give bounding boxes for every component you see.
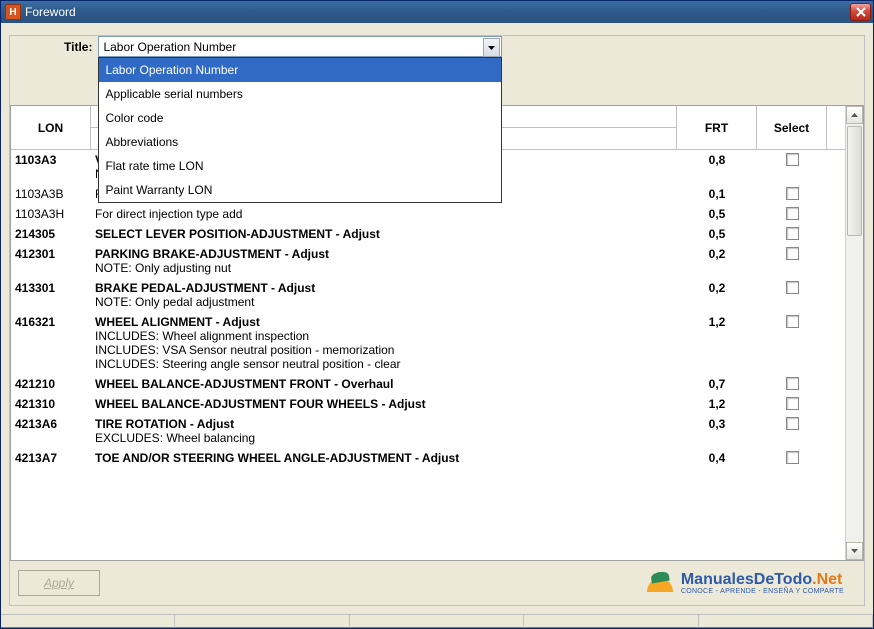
- cell-description: TOE AND/OR STEERING WHEEL ANGLE-ADJUSTME…: [91, 450, 677, 466]
- table-row: 421310WHEEL BALANCE-ADJUSTMENT FOUR WHEE…: [11, 394, 845, 414]
- select-checkbox[interactable]: [786, 247, 799, 260]
- cell-description: For direct injection type add: [91, 206, 677, 222]
- app-icon: H: [5, 4, 21, 20]
- cell-lon: 1103A3: [11, 152, 91, 182]
- combobox-option[interactable]: Labor Operation Number: [99, 58, 501, 82]
- cell-description: SELECT LEVER POSITION-ADJUSTMENT - Adjus…: [91, 226, 677, 242]
- titlebar[interactable]: H Foreword: [1, 1, 873, 23]
- column-frt[interactable]: FRT: [677, 106, 757, 149]
- combobox-option[interactable]: Paint Warranty LON: [99, 178, 501, 202]
- title-row: Title: Labor Operation Number Labor Oper…: [10, 36, 864, 57]
- cell-description: TIRE ROTATION - AdjustEXCLUDES: Wheel ba…: [91, 416, 677, 446]
- cell-lon: 4213A6: [11, 416, 91, 446]
- cell-lon: 416321: [11, 314, 91, 372]
- cell-description: WHEEL BALANCE-ADJUSTMENT FOUR WHEELS - A…: [91, 396, 677, 412]
- table-row: 416321WHEEL ALIGNMENT - AdjustINCLUDES: …: [11, 312, 845, 374]
- scroll-thumb[interactable]: [847, 126, 862, 236]
- vertical-scrollbar[interactable]: [845, 106, 863, 560]
- cell-select: [757, 314, 827, 372]
- table-row: 413301BRAKE PEDAL-ADJUSTMENT - AdjustNOT…: [11, 278, 845, 312]
- scroll-up-button[interactable]: [846, 106, 863, 124]
- cell-frt: 0,3: [677, 416, 757, 446]
- table-row: 4213A7TOE AND/OR STEERING WHEEL ANGLE-AD…: [11, 448, 845, 468]
- combobox-option[interactable]: Applicable serial numbers: [99, 82, 501, 106]
- cell-frt: 0,8: [677, 152, 757, 182]
- cell-select: [757, 206, 827, 222]
- select-checkbox[interactable]: [786, 315, 799, 328]
- cell-frt: 0,4: [677, 450, 757, 466]
- cell-frt: 0,5: [677, 206, 757, 222]
- select-checkbox[interactable]: [786, 227, 799, 240]
- cell-lon: 413301: [11, 280, 91, 310]
- cell-select: [757, 396, 827, 412]
- table-row: 4213A6TIRE ROTATION - AdjustEXCLUDES: Wh…: [11, 414, 845, 448]
- select-checkbox[interactable]: [786, 281, 799, 294]
- window-title: Foreword: [25, 5, 850, 19]
- foreword-window: H Foreword Title: Labor Operation Number…: [0, 0, 874, 629]
- table-row: 421210WHEEL BALANCE-ADJUSTMENT FRONT - O…: [11, 374, 845, 394]
- combobox-option[interactable]: Abbreviations: [99, 130, 501, 154]
- footer: Apply ManualesDeTodo.Net CONOCE - APREND…: [10, 561, 864, 605]
- cell-description: PARKING BRAKE-ADJUSTMENT - AdjustNOTE: O…: [91, 246, 677, 276]
- cell-frt: 0,7: [677, 376, 757, 392]
- select-checkbox[interactable]: [786, 153, 799, 166]
- title-label: Title:: [64, 40, 92, 54]
- cell-lon: 1103A3H: [11, 206, 91, 222]
- cell-select: [757, 376, 827, 392]
- select-checkbox[interactable]: [786, 207, 799, 220]
- cell-frt: 1,2: [677, 314, 757, 372]
- cell-frt: 0,2: [677, 280, 757, 310]
- cell-select: [757, 246, 827, 276]
- logo-text: ManualesDeTodo.Net: [681, 572, 844, 588]
- select-checkbox[interactable]: [786, 417, 799, 430]
- cell-frt: 0,1: [677, 186, 757, 202]
- scroll-down-button[interactable]: [846, 542, 863, 560]
- status-strip: [1, 614, 873, 628]
- select-checkbox[interactable]: [786, 187, 799, 200]
- cell-frt: 1,2: [677, 396, 757, 412]
- table-row: 214305SELECT LEVER POSITION-ADJUSTMENT -…: [11, 224, 845, 244]
- content-area: Title: Labor Operation Number Labor Oper…: [1, 23, 873, 614]
- cell-select: [757, 186, 827, 202]
- cell-lon: 1103A3B: [11, 186, 91, 202]
- table-row: 412301PARKING BRAKE-ADJUSTMENT - AdjustN…: [11, 244, 845, 278]
- select-checkbox[interactable]: [786, 377, 799, 390]
- table-row: 1103A3HFor direct injection type add0,5: [11, 204, 845, 224]
- combobox-value: Labor Operation Number: [103, 40, 236, 54]
- cell-select: [757, 280, 827, 310]
- combobox-option[interactable]: Flat rate time LON: [99, 154, 501, 178]
- cell-lon: 412301: [11, 246, 91, 276]
- apply-button[interactable]: Apply: [18, 570, 100, 596]
- cell-select: [757, 416, 827, 446]
- cell-lon: 421210: [11, 376, 91, 392]
- logo-tagline: CONOCE - APRENDE - ENSEÑA Y COMPARTE: [681, 588, 844, 595]
- cell-lon: 214305: [11, 226, 91, 242]
- cell-lon: 4213A7: [11, 450, 91, 466]
- column-scrollgap: [827, 106, 845, 149]
- select-checkbox[interactable]: [786, 397, 799, 410]
- column-lon[interactable]: LON: [11, 106, 91, 149]
- select-checkbox[interactable]: [786, 451, 799, 464]
- logo-icon: [645, 568, 675, 598]
- chevron-down-icon[interactable]: [483, 38, 500, 57]
- combobox-dropdown[interactable]: Labor Operation NumberApplicable serial …: [98, 57, 502, 203]
- cell-frt: 0,5: [677, 226, 757, 242]
- close-button[interactable]: [850, 3, 871, 21]
- cell-description: BRAKE PEDAL-ADJUSTMENT - AdjustNOTE: Onl…: [91, 280, 677, 310]
- column-select[interactable]: Select: [757, 106, 827, 149]
- cell-lon: 421310: [11, 396, 91, 412]
- cell-description: WHEEL BALANCE-ADJUSTMENT FRONT - Overhau…: [91, 376, 677, 392]
- watermark-logo: ManualesDeTodo.Net CONOCE - APRENDE - EN…: [645, 568, 844, 598]
- scroll-track[interactable]: [846, 124, 863, 542]
- cell-frt: 0,2: [677, 246, 757, 276]
- cell-description: WHEEL ALIGNMENT - AdjustINCLUDES: Wheel …: [91, 314, 677, 372]
- cell-select: [757, 450, 827, 466]
- title-combobox[interactable]: Labor Operation Number Labor Operation N…: [98, 36, 502, 57]
- cell-select: [757, 152, 827, 182]
- combobox-option[interactable]: Color code: [99, 106, 501, 130]
- combobox-input[interactable]: Labor Operation Number: [98, 36, 502, 57]
- cell-select: [757, 226, 827, 242]
